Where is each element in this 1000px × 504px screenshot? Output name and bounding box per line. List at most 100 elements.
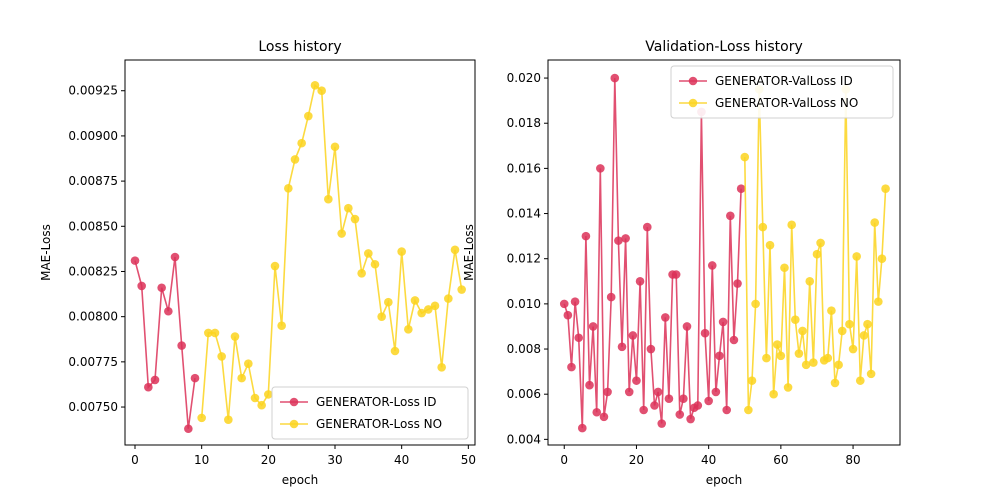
y-tick-label: 0.006 bbox=[507, 387, 541, 401]
data-point-id bbox=[686, 414, 695, 424]
data-point-no bbox=[424, 305, 433, 314]
data-point-no bbox=[834, 360, 843, 370]
data-point-no bbox=[816, 238, 825, 248]
data-point-id bbox=[682, 322, 692, 331]
data-point-id bbox=[585, 380, 594, 390]
data-point-no bbox=[377, 312, 386, 321]
y-tick-label: 0.00925 bbox=[68, 84, 118, 98]
data-point-no bbox=[769, 389, 778, 399]
data-point-no bbox=[204, 328, 213, 338]
data-point-id bbox=[177, 341, 186, 350]
x-tick-label: 0 bbox=[560, 453, 568, 467]
data-point-id bbox=[596, 164, 605, 173]
data-point-no bbox=[244, 359, 253, 368]
data-point-no bbox=[791, 315, 800, 324]
data-point-id bbox=[130, 256, 140, 265]
data-point-id bbox=[722, 405, 732, 415]
data-point-id bbox=[715, 351, 724, 361]
data-point-id bbox=[718, 317, 728, 327]
data-point-no bbox=[823, 353, 833, 363]
x-tick-label: 60 bbox=[773, 453, 788, 467]
data-point-no bbox=[330, 142, 340, 152]
plot-area-frame bbox=[124, 59, 476, 446]
data-point-id bbox=[563, 310, 573, 320]
data-point-no bbox=[827, 306, 836, 315]
data-point-id bbox=[675, 410, 685, 419]
data-point-no bbox=[787, 220, 796, 230]
data-point-no bbox=[874, 297, 883, 306]
data-point-no bbox=[744, 405, 753, 415]
data-point-no bbox=[783, 383, 793, 392]
data-point-no bbox=[284, 184, 293, 193]
data-point-id bbox=[664, 394, 674, 404]
data-point-no bbox=[397, 247, 406, 256]
data-point-no bbox=[437, 362, 446, 372]
series-line-no bbox=[744, 89, 887, 411]
data-point-no bbox=[866, 369, 876, 379]
data-point-id bbox=[650, 401, 659, 410]
data-point-id bbox=[661, 313, 670, 322]
data-point-no bbox=[809, 358, 818, 367]
chart-title: Validation-Loss history bbox=[645, 39, 803, 55]
y-tick-label: 0.010 bbox=[507, 297, 541, 311]
y-tick-label: 0.008 bbox=[507, 342, 541, 356]
data-point-no bbox=[848, 344, 858, 354]
data-point-no bbox=[304, 111, 313, 121]
series-line-id bbox=[563, 78, 742, 429]
data-point-id bbox=[628, 331, 638, 340]
data-point-id bbox=[639, 405, 648, 415]
data-point-id bbox=[624, 387, 634, 397]
y-tick-label: 0.00850 bbox=[68, 219, 118, 233]
data-point-id bbox=[190, 373, 200, 383]
data-point-id bbox=[603, 387, 612, 397]
data-point-no bbox=[881, 184, 890, 194]
data-point-no bbox=[224, 415, 233, 424]
legend-label: GENERATOR-Loss ID bbox=[316, 395, 436, 409]
data-point-no bbox=[217, 352, 226, 361]
data-point-no bbox=[837, 326, 847, 336]
data-point-no bbox=[430, 301, 440, 311]
x-axis-label: epoch bbox=[706, 473, 743, 487]
data-point-no bbox=[859, 331, 869, 340]
data-point-id bbox=[729, 335, 739, 345]
y-tick-label: 0.018 bbox=[507, 116, 541, 130]
data-point-no bbox=[310, 81, 320, 90]
data-point-no bbox=[444, 294, 453, 303]
data-point-id bbox=[700, 328, 710, 338]
data-point-id bbox=[614, 236, 623, 245]
x-axis-label: epoch bbox=[282, 473, 319, 487]
data-point-no bbox=[210, 328, 220, 338]
data-point-no bbox=[758, 222, 768, 232]
data-point-id bbox=[736, 184, 746, 194]
data-point-id bbox=[711, 387, 721, 397]
data-point-id bbox=[157, 283, 166, 293]
data-point-no bbox=[805, 276, 815, 286]
x-tick-label: 40 bbox=[701, 453, 716, 467]
data-point-no bbox=[801, 360, 811, 370]
data-point-no bbox=[410, 296, 420, 305]
data-point-no bbox=[855, 376, 865, 385]
data-point-id bbox=[621, 234, 630, 243]
x-tick-label: 40 bbox=[394, 453, 409, 467]
data-point-id bbox=[635, 276, 645, 286]
data-point-id bbox=[704, 396, 713, 406]
data-point-id bbox=[144, 382, 153, 392]
data-point-id bbox=[599, 412, 609, 422]
y-tick-label: 0.00875 bbox=[68, 174, 118, 188]
data-point-no bbox=[780, 263, 789, 273]
data-point-id bbox=[570, 297, 580, 306]
data-point-id bbox=[726, 211, 735, 221]
data-point-no bbox=[237, 373, 246, 383]
data-point-no bbox=[384, 297, 393, 307]
legend-box bbox=[271, 386, 469, 440]
data-point-no bbox=[765, 240, 775, 250]
y-tick-label: 0.012 bbox=[507, 252, 541, 266]
y-axis-label: MAE-Loss bbox=[462, 224, 476, 281]
data-point-no bbox=[747, 376, 757, 385]
y-tick-label: 0.00825 bbox=[68, 264, 118, 278]
data-point-id bbox=[632, 376, 641, 385]
data-point-id bbox=[733, 279, 742, 288]
chart-title: Loss history bbox=[258, 39, 341, 55]
legend-label: GENERATOR-ValLoss NO bbox=[715, 96, 858, 110]
